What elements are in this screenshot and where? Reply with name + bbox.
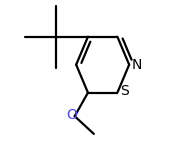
Text: N: N (132, 58, 142, 72)
Text: O: O (66, 108, 77, 122)
Text: S: S (120, 84, 129, 98)
